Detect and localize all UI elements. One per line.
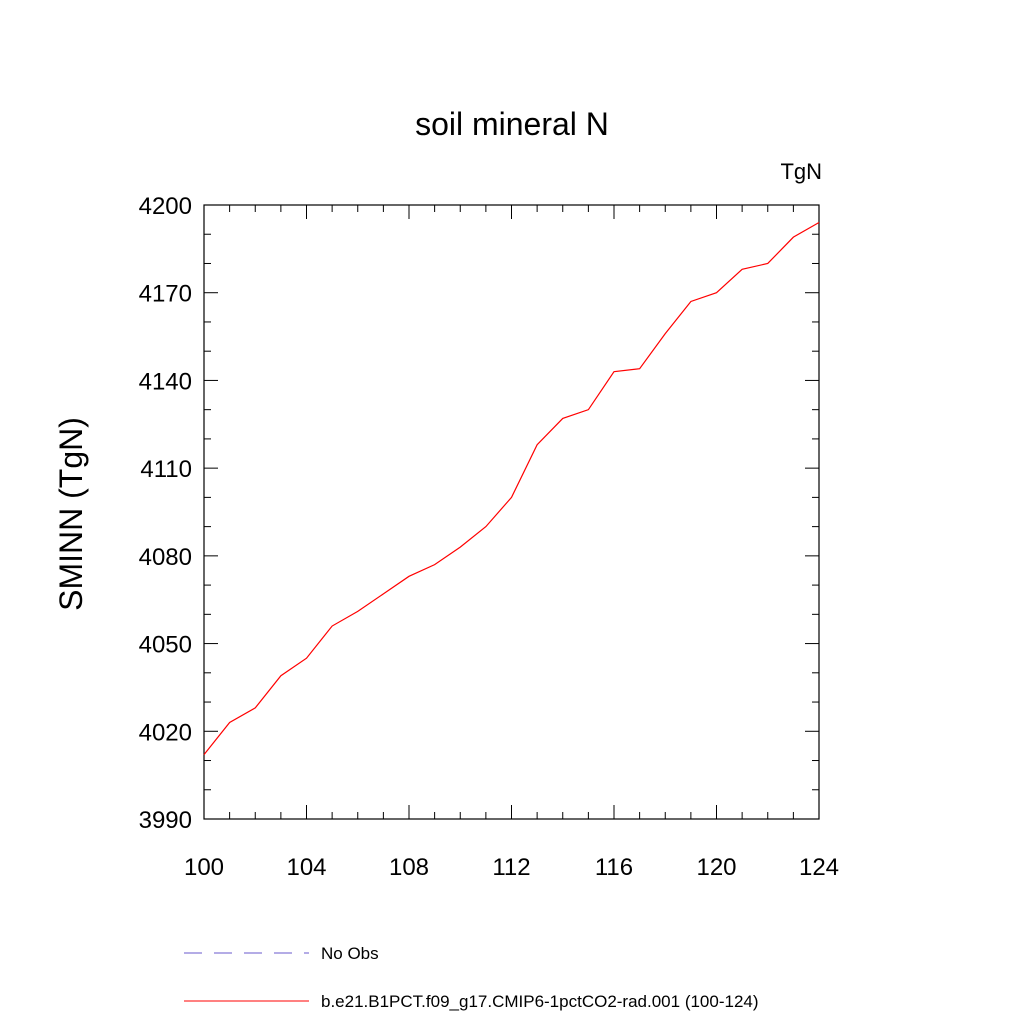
x-tick-label: 120 bbox=[696, 854, 736, 881]
legend-label: b.e21.B1PCT.f09_g17.CMIP6-1pctCO2-rad.00… bbox=[321, 992, 759, 1011]
x-tick-label: 100 bbox=[184, 854, 224, 881]
y-tick-label: 4020 bbox=[139, 719, 192, 746]
axis-ticks: 100 104 108 112 116 120 124 3990 4020 4050 4080 411… bbox=[139, 193, 839, 881]
chart-title: soil mineral N bbox=[415, 106, 609, 142]
y-tick-label: 4050 bbox=[139, 632, 192, 659]
y-tick-label: 4140 bbox=[139, 368, 192, 395]
x-tick-label: 124 bbox=[799, 854, 839, 881]
x-tick-label: 116 bbox=[595, 854, 633, 881]
y-tick-label: 4170 bbox=[139, 281, 192, 308]
series-line bbox=[203, 222, 820, 756]
y-tick-label: 4200 bbox=[139, 193, 192, 220]
y-axis-label: SMINN (TgN) bbox=[53, 417, 89, 611]
units-label: TgN bbox=[780, 159, 822, 184]
series-layer bbox=[203, 222, 820, 756]
plot-frame bbox=[203, 204, 820, 820]
y-tick-label: 3990 bbox=[139, 807, 192, 834]
y-tick-label: 4110 bbox=[140, 456, 192, 483]
y-tick-label: 4080 bbox=[139, 544, 192, 571]
legend-label: No Obs bbox=[321, 944, 379, 963]
x-tick-label: 112 bbox=[492, 854, 530, 881]
x-tick-label: 108 bbox=[389, 854, 429, 881]
legend: No Obs b.e21.B1PCT.f09_g17.CMIP6-1pctCO2-… bbox=[184, 944, 759, 1011]
x-tick-label: 104 bbox=[286, 854, 326, 881]
